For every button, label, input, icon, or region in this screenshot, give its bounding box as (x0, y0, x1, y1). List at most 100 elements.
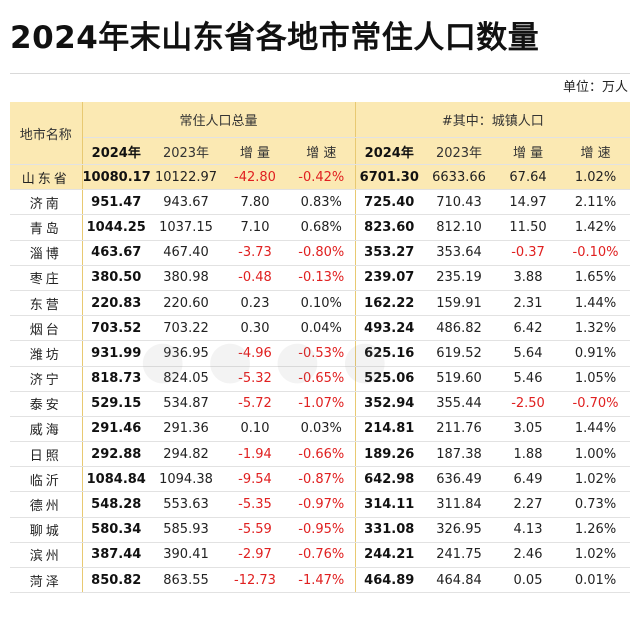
cell-td: -5.35 (222, 491, 288, 518)
cell-tg: -1.07% (288, 391, 356, 417)
table-row: 济宁 818.73 824.05 -5.32 -0.65% 525.06 519.60 5.4… (10, 366, 631, 392)
header-urban-2023: 2023年 (423, 137, 496, 165)
cell-u24: 353.27 (355, 240, 424, 266)
cell-u24: 331.08 (355, 517, 424, 543)
cell-tg: -0.13% (288, 265, 356, 291)
cell-u23: 636.49 (423, 466, 496, 493)
cell-name: 日照 (10, 441, 83, 468)
unit-label: 单位：万人 (562, 80, 628, 95)
cell-td: -3.73 (222, 240, 288, 266)
cell-name: 潍坊 (10, 340, 83, 367)
cell-td: -5.72 (222, 391, 288, 417)
cell-ud: 2.27 (495, 491, 562, 518)
cell-td: -5.32 (222, 366, 288, 392)
table-row: 东营 220.83 220.60 0.23 0.10% 162.22 159.91 2.31 1… (10, 290, 631, 317)
cell-tg: 0.04% (288, 315, 356, 342)
cell-ud: 2.31 (495, 290, 562, 317)
cell-ug: 1.26% (561, 517, 631, 543)
cell-td: 7.10 (222, 214, 288, 241)
header-group-total: 常住人口总量 (82, 102, 356, 138)
cell-u24: 189.26 (355, 441, 424, 468)
cell-td: 0.30 (222, 315, 288, 342)
table-row: 潍坊 931.99 936.95 -4.96 -0.53% 625.16 619.52 5.6… (10, 340, 631, 367)
cell-td: 0.10 (222, 416, 288, 443)
cell-tg: -1.47% (288, 567, 356, 594)
cell-name: 滨州 (10, 542, 83, 569)
table-row: 滨州 387.44 390.41 -2.97 -0.76% 244.21 241.75 2.4… (10, 542, 631, 569)
cell-ug: -0.10% (561, 240, 631, 266)
table-row: 威海 291.46 291.36 0.10 0.03% 214.81 211.76 3.05 1… (10, 416, 631, 443)
cell-ud: 6.49 (495, 466, 562, 493)
cell-t23: 936.95 (150, 340, 222, 367)
cell-t24: 951.47 (82, 189, 150, 216)
cell-t23: 390.41 (150, 542, 222, 569)
cell-u24: 725.40 (355, 189, 424, 216)
cell-name: 济南 (10, 189, 83, 216)
cell-name: 青岛 (10, 214, 83, 241)
cell-u23: 355.44 (423, 391, 496, 417)
cell-tg: -0.53% (288, 340, 356, 367)
cell-ug: 1.42% (561, 214, 631, 241)
cell-td: -2.97 (222, 542, 288, 569)
cell-t24: 387.44 (82, 542, 150, 569)
cell-u24: 493.24 (355, 315, 424, 342)
cell-t23: 220.60 (150, 290, 222, 317)
cell-t24: 850.82 (82, 567, 150, 594)
population-table: 地市名称 常住人口总量 #其中：城镇人口 2024年 2023年 增 量 增 速… (10, 102, 631, 594)
cell-ud: 3.05 (495, 416, 562, 443)
cell-t24: 818.73 (82, 366, 150, 392)
cell-td: -0.48 (222, 265, 288, 291)
cell-t23: 703.22 (150, 315, 222, 342)
cell-u23: 519.60 (423, 366, 496, 392)
cell-u23: 619.52 (423, 340, 496, 367)
cell-tg: -0.42% (288, 164, 356, 191)
header-group-urban: #其中：城镇人口 (355, 102, 631, 138)
cell-u23: 812.10 (423, 214, 496, 241)
cell-ug: 1.05% (561, 366, 631, 392)
cell-u23: 241.75 (423, 542, 496, 569)
cell-t24: 580.34 (82, 517, 150, 543)
cell-u24: 239.07 (355, 265, 424, 291)
cell-ug: 1.65% (561, 265, 631, 291)
cell-u23: 311.84 (423, 491, 496, 518)
table-row-province: 山东省 10080.17 10122.97 -42.80 -0.42% 6701.30 66… (10, 164, 631, 191)
cell-tg: -0.65% (288, 366, 356, 392)
cell-ug: 1.02% (561, 542, 631, 569)
cell-ud: 14.97 (495, 189, 562, 216)
cell-ud: -2.50 (495, 391, 562, 417)
cell-ug: 1.44% (561, 416, 631, 443)
page-title: 2024年末山东省各地市常住人口数量 (10, 20, 540, 56)
header-urban-2024: 2024年 (355, 137, 424, 165)
cell-td: -9.54 (222, 466, 288, 493)
cell-ud: -0.37 (495, 240, 562, 266)
cell-tg: -0.80% (288, 240, 356, 266)
cell-ud: 4.13 (495, 517, 562, 543)
cell-name: 泰安 (10, 391, 83, 417)
cell-ud: 11.50 (495, 214, 562, 241)
cell-name: 枣庄 (10, 265, 83, 291)
cell-t23: 467.40 (150, 240, 222, 266)
cell-t23: 1094.38 (150, 466, 222, 493)
cell-name: 聊城 (10, 517, 83, 543)
cell-tg: 0.83% (288, 189, 356, 216)
cell-t23: 585.93 (150, 517, 222, 543)
cell-t24: 380.50 (82, 265, 150, 291)
cell-td: 0.23 (222, 290, 288, 317)
cell-tg: 0.10% (288, 290, 356, 317)
cell-u23: 211.76 (423, 416, 496, 443)
cell-u24: 352.94 (355, 391, 424, 417)
cell-ud: 3.88 (495, 265, 562, 291)
cell-u24: 244.21 (355, 542, 424, 569)
table-row: 青岛 1044.25 1037.15 7.10 0.68% 823.60 812.10 11.… (10, 214, 631, 241)
header-urban-increase: 增 量 (495, 137, 562, 165)
cell-td: 7.80 (222, 189, 288, 216)
cell-name: 菏泽 (10, 567, 83, 594)
cell-u24: 525.06 (355, 366, 424, 392)
cell-u23: 710.43 (423, 189, 496, 216)
cell-t23: 380.98 (150, 265, 222, 291)
table-row: 济南 951.47 943.67 7.80 0.83% 725.40 710.43 14.97… (10, 189, 631, 216)
cell-tg: -0.66% (288, 441, 356, 468)
cell-name: 济宁 (10, 366, 83, 392)
cell-t24: 10080.17 (82, 164, 150, 191)
